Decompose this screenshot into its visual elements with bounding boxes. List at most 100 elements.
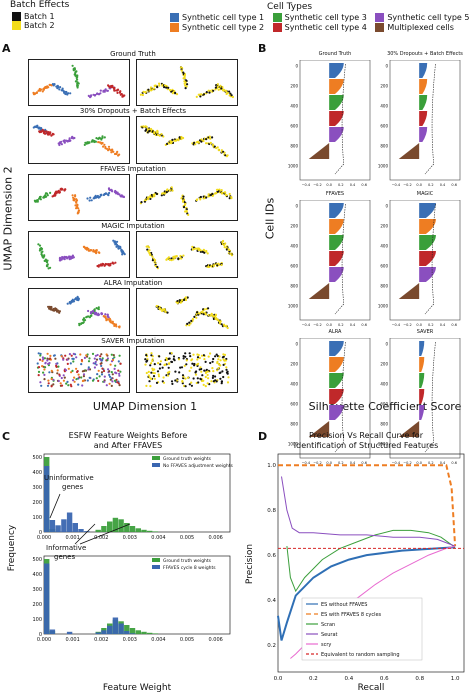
silhouette-title: ALRA <box>328 329 342 335</box>
umap-point <box>75 377 78 380</box>
umap-point <box>64 92 67 96</box>
umap-point <box>52 84 55 87</box>
umap-point <box>99 354 102 357</box>
umap-point <box>97 379 100 382</box>
umap-point <box>74 70 77 74</box>
umap-point <box>203 357 206 360</box>
histogram-bar <box>118 519 124 533</box>
umap-point <box>43 356 46 359</box>
umap-point <box>38 249 41 252</box>
umap-point <box>175 378 179 382</box>
histogram-bar <box>129 526 136 532</box>
umap-point <box>144 363 147 366</box>
multiplexed-swatch <box>375 23 385 32</box>
umap-point <box>202 353 205 356</box>
silhouette-title: MAGIC <box>416 191 434 197</box>
silhouette-reference <box>334 63 346 175</box>
umap-point <box>167 86 170 89</box>
umap-point <box>39 380 42 383</box>
umap-point <box>111 372 114 376</box>
silhouette-x-tick: −0.2 <box>313 183 322 187</box>
umap-point <box>55 190 58 193</box>
umap-point <box>103 375 106 378</box>
panel-d-title: Identification of Structured Features <box>294 441 438 450</box>
umap-point <box>57 379 60 382</box>
histogram-x-tick: 0.005 <box>180 535 194 541</box>
umap-point <box>96 353 99 356</box>
silhouette-blade <box>419 111 428 126</box>
umap-point <box>211 136 214 139</box>
legend-batch-1: Batch 1 <box>12 12 55 21</box>
umap-point <box>99 92 102 95</box>
umap-point <box>205 370 208 373</box>
umap-point <box>175 255 178 258</box>
umap-point <box>214 375 217 378</box>
umap-point <box>44 361 47 365</box>
umap-point <box>62 358 65 361</box>
silhouette-blade <box>419 405 425 420</box>
umap-point <box>46 265 49 268</box>
umap-point <box>202 140 205 143</box>
histogram-bar <box>124 625 130 634</box>
silhouette-blade <box>419 219 436 234</box>
batch-legend-title: Batch Effects <box>10 0 70 10</box>
umap-row-title: SAVER Imputation <box>101 336 165 345</box>
histogram-bar <box>135 528 141 533</box>
umap-point <box>80 359 84 363</box>
umap-point <box>202 308 205 311</box>
batch-2-swatch <box>12 21 21 30</box>
umap-point <box>170 360 173 363</box>
umap-point <box>66 302 69 306</box>
umap-point <box>218 355 221 358</box>
umap-point <box>229 252 232 255</box>
umap-point <box>101 135 104 138</box>
umap-point <box>197 312 201 315</box>
umap-point <box>91 379 95 382</box>
umap-point <box>118 153 121 157</box>
silhouette-frame <box>389 337 461 459</box>
umap-point <box>101 367 104 370</box>
umap-point <box>203 369 206 372</box>
umap-point <box>37 370 41 373</box>
umap-cell-type-plot <box>28 116 130 164</box>
umap-point <box>147 197 150 200</box>
umap-point <box>200 354 204 357</box>
legend-cell-type-2-label: Synthetic cell type 2 <box>182 23 265 32</box>
umap-point <box>118 326 121 329</box>
umap-point <box>217 357 220 360</box>
silhouette-blade <box>329 251 344 266</box>
umap-point <box>50 377 53 380</box>
umap-point <box>63 255 66 258</box>
umap-point <box>111 321 114 324</box>
umap-point <box>71 369 74 372</box>
umap-point <box>196 311 199 314</box>
umap-point <box>157 373 160 376</box>
umap-point <box>49 191 52 194</box>
umap-point <box>50 306 53 310</box>
silhouette-y-tick: 1000 <box>288 164 299 169</box>
umap-point <box>109 319 112 322</box>
umap-point <box>212 357 215 360</box>
umap-point <box>170 141 174 144</box>
umap-point <box>87 142 90 145</box>
umap-point <box>114 261 117 264</box>
umap-point <box>188 382 191 386</box>
umap-point <box>48 370 51 374</box>
umap-point <box>206 381 209 385</box>
silhouette-x-tick: 0.0 <box>326 323 332 327</box>
umap-point <box>73 137 76 140</box>
umap-point <box>66 140 69 143</box>
umap-point <box>44 133 47 136</box>
umap-point <box>166 311 169 315</box>
umap-point <box>109 264 112 267</box>
umap-point <box>174 370 177 373</box>
umap-point <box>61 256 64 259</box>
silhouette-blade <box>329 111 344 126</box>
umap-point <box>111 379 114 383</box>
umap-point <box>95 358 99 361</box>
silhouette-blade-negative <box>308 283 330 299</box>
umap-point <box>89 95 92 98</box>
umap-point <box>149 86 153 89</box>
umap-point <box>97 306 100 309</box>
umap-point <box>73 197 76 200</box>
